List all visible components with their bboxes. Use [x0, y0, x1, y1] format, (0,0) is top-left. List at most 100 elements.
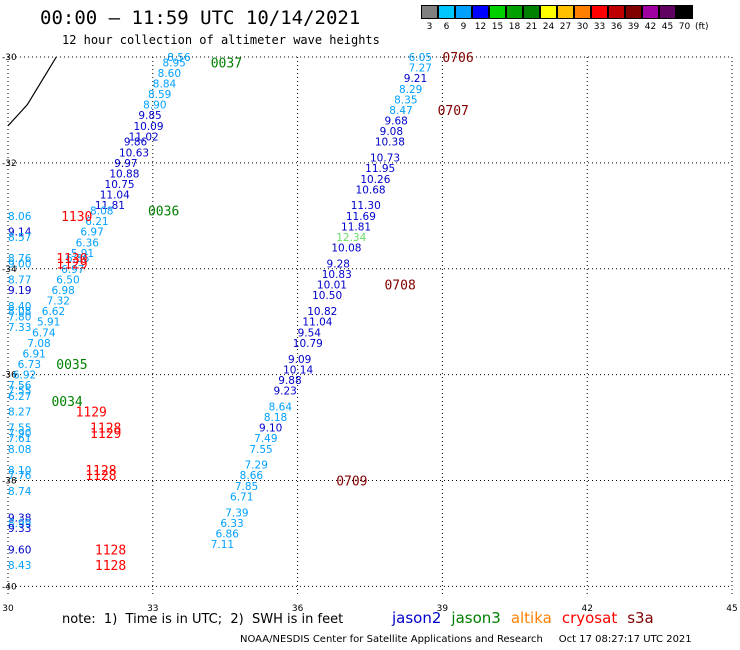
swh-label: 5.91: [37, 317, 60, 329]
swh-label: 8.27: [8, 407, 31, 419]
colorbar-swatch: [506, 5, 523, 19]
swh-label: 7.55: [249, 444, 272, 456]
colorbar-label: 45: [661, 22, 674, 32]
colorbar-swatch: [574, 5, 591, 19]
colorbar-swatch: [625, 5, 642, 19]
swh-label: 7.61: [8, 433, 31, 445]
swh-label: 7.33: [8, 322, 31, 334]
swh-label: 8.90: [143, 100, 166, 112]
swh-label: 9.23: [273, 386, 296, 398]
legend-entry: s3a: [627, 609, 654, 627]
colorbar-swatch: [455, 5, 472, 19]
swh-label: 10.14: [283, 364, 313, 376]
swh-label: 9.54: [298, 327, 322, 339]
colorbar-label: 21: [525, 22, 538, 32]
y-tick-label: -34: [2, 265, 17, 275]
swh-label: 10.63: [119, 147, 149, 159]
swh-label: 10.68: [356, 184, 386, 196]
legend-entry: cryosat: [561, 609, 618, 627]
swh-label: 6.74: [32, 327, 56, 339]
swh-label: 6.33: [220, 518, 243, 530]
swh-label: 11.30: [351, 200, 381, 212]
swh-label: 11.04: [100, 190, 130, 202]
swh-label: 8.59: [148, 89, 171, 101]
swh-label: 9.38: [8, 513, 31, 525]
y-tick-label: -38: [2, 477, 17, 487]
x-tick-label: 42: [581, 604, 592, 614]
x-tick-label: 30: [2, 604, 14, 614]
swh-label: 8.47: [389, 105, 412, 117]
swh-label: 8.76: [8, 253, 32, 265]
swh-label: 9.85: [138, 110, 161, 122]
colorbar-label: 27: [559, 22, 572, 32]
colorbar-label: 6: [443, 22, 450, 32]
pass-time-label: 1129: [76, 406, 107, 421]
swh-label: 9.19: [8, 285, 31, 297]
swh-label: 8.57: [8, 232, 31, 244]
x-tick-label: 45: [726, 604, 737, 614]
colorbar-label: 36: [610, 22, 623, 32]
x-tick-label: 39: [437, 604, 449, 614]
pass-time-label: 0036: [148, 205, 179, 220]
colorbar-swatch: [489, 5, 506, 19]
colorbar-label: 39: [627, 22, 640, 32]
swh-label: 8.66: [240, 470, 264, 482]
x-tick-label: 36: [292, 604, 304, 614]
swh-label: 8.77: [8, 274, 31, 286]
swh-label: 7.55: [8, 386, 31, 398]
legend-entry: altika: [510, 609, 552, 627]
swh-label: 7.80: [8, 311, 31, 323]
swh-label: 10.38: [375, 137, 405, 149]
colorbar-swatch: [676, 5, 693, 19]
colorbar-label: 33: [593, 22, 606, 32]
pass-time-label: 1128: [95, 559, 126, 574]
colorbar-label: 12: [474, 22, 487, 32]
swh-label: 8.08: [8, 444, 31, 456]
swh-label: 8.40: [8, 301, 31, 313]
swh-label: 11.02: [129, 131, 159, 143]
swh-label: 6.91: [22, 348, 45, 360]
pass-time-label: 0037: [211, 56, 242, 71]
colorbar-label: 30: [576, 22, 589, 32]
pass-time-label: 0708: [384, 279, 415, 294]
swh-label: 7.27: [409, 63, 432, 75]
swh-label: 9.68: [384, 116, 407, 128]
swh-label: 8.35: [394, 94, 417, 106]
swh-label: 9.88: [278, 375, 301, 387]
swh-label: 8.08: [90, 206, 113, 218]
pass-time-label: 0709: [336, 475, 367, 490]
pass-time-label: 1130: [61, 210, 92, 225]
swh-label: 6.86: [216, 528, 240, 540]
swh-label: 10.26: [360, 174, 390, 186]
colorbar-swatch: [540, 5, 557, 19]
colorbar-label: 15: [491, 22, 504, 32]
swh-label: 8.56: [167, 52, 191, 64]
legend-entry: jason3: [451, 609, 501, 627]
colorbar-label: 3: [426, 22, 433, 32]
swh-label: 10.09: [133, 121, 163, 133]
swh-label: 10.75: [105, 179, 135, 191]
pass-time-label: 0035: [56, 358, 87, 373]
swh-label: 9.08: [380, 126, 403, 138]
swh-label: 7.55: [8, 423, 31, 435]
credit-line: NOAA/NESDIS Center for Satellite Applica…: [240, 634, 692, 645]
swh-label: 6.73: [18, 359, 41, 371]
swh-label: 7.49: [254, 433, 277, 445]
swh-label: 6.21: [85, 216, 108, 228]
swh-label: 10.79: [293, 338, 323, 350]
footnote: note: 1) Time is in UTC; 2) SWH is in fe…: [62, 612, 344, 627]
swh-label: 8.74: [8, 486, 32, 498]
pass-time-label: 0707: [438, 104, 469, 119]
y-tick-label: -36: [2, 371, 17, 381]
swh-label: 11.04: [302, 317, 332, 329]
colorbar-label: 18: [508, 22, 521, 32]
swh-label: 10.82: [307, 306, 337, 318]
swh-label: 6.97: [80, 227, 103, 239]
pass-time-label: 1129: [90, 427, 121, 442]
swh-label: 8.84: [153, 78, 177, 90]
swh-label: 8.29: [399, 84, 422, 96]
swh-label: 8.18: [264, 412, 287, 424]
chart-subtitle: 12 hour collection of altimeter wave hei…: [62, 33, 380, 47]
